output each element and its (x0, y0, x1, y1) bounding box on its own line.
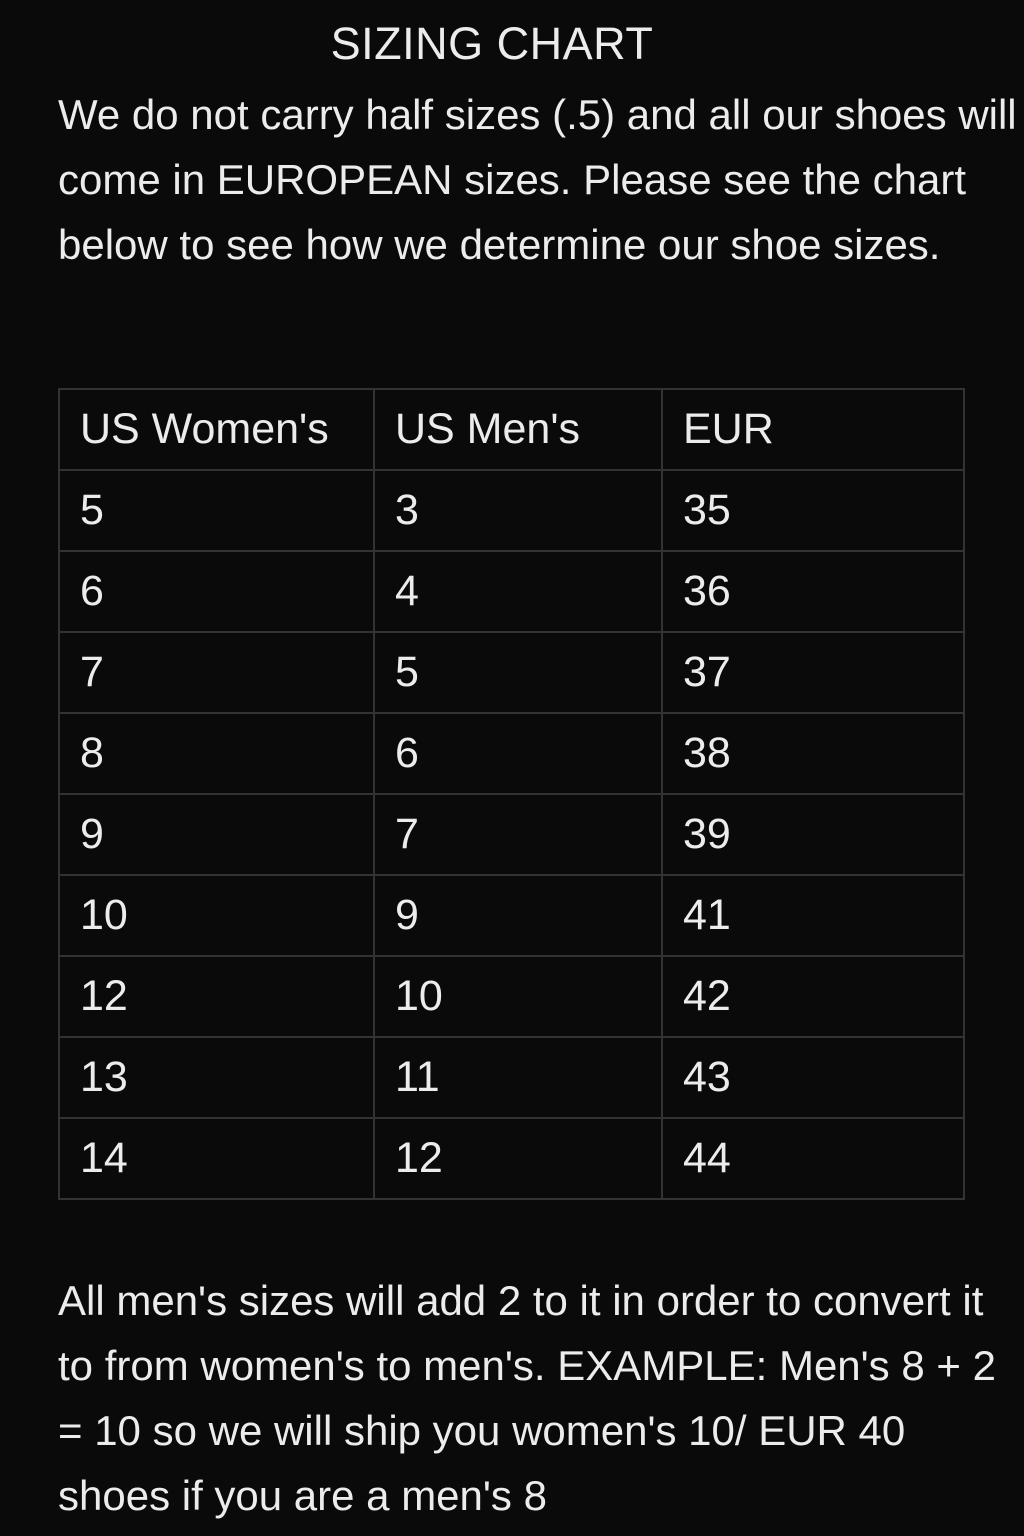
table-row: 5 3 35 (58, 469, 965, 552)
cell-us-mens: 10 (373, 955, 663, 1038)
cell-us-mens: 12 (373, 1117, 663, 1200)
cell-eur: 39 (661, 793, 965, 876)
table-row: 13 11 43 (58, 1036, 965, 1119)
table-row: 10 9 41 (58, 874, 965, 957)
cell-eur: 38 (661, 712, 965, 795)
cell-us-womens: 8 (58, 712, 375, 795)
cell-us-mens: 11 (373, 1036, 663, 1119)
cell-us-womens: 7 (58, 631, 375, 714)
cell-eur: 43 (661, 1036, 965, 1119)
table-row: 12 10 42 (58, 955, 965, 1038)
cell-us-womens: 12 (58, 955, 375, 1038)
cell-eur: 44 (661, 1117, 965, 1200)
cell-us-womens: 6 (58, 550, 375, 633)
conversion-note: All men's sizes will add 2 to it in orde… (58, 1277, 996, 1519)
cell-eur: 42 (661, 955, 965, 1038)
table-row: 9 7 39 (58, 793, 965, 876)
cell-us-womens: 10 (58, 874, 375, 957)
table-row: 8 6 38 (58, 712, 965, 795)
cell-eur: 35 (661, 469, 965, 552)
sizing-table: US Women's US Men's EUR 5 3 35 6 4 36 7 5 37 8 6 38… (58, 388, 965, 1200)
table-row: 6 4 36 (58, 550, 965, 633)
header-us-womens: US Women's (58, 388, 375, 471)
cell-us-mens: 7 (373, 793, 663, 876)
cell-us-mens: 4 (373, 550, 663, 633)
page-title: SIZING CHART (330, 18, 654, 69)
cell-us-womens: 14 (58, 1117, 375, 1200)
table-header-row: US Women's US Men's EUR (58, 388, 965, 471)
cell-us-mens: 6 (373, 712, 663, 795)
header-us-mens: US Men's (373, 388, 663, 471)
table-row: 14 12 44 (58, 1117, 965, 1200)
cell-us-womens: 5 (58, 469, 375, 552)
cell-us-mens: 5 (373, 631, 663, 714)
cell-us-womens: 9 (58, 793, 375, 876)
cell-us-womens: 13 (58, 1036, 375, 1119)
intro-text: We do not carry half sizes (.5) and all … (58, 91, 1017, 268)
header-eur: EUR (661, 388, 965, 471)
table-row: 7 5 37 (58, 631, 965, 714)
cell-us-mens: 3 (373, 469, 663, 552)
cell-us-mens: 9 (373, 874, 663, 957)
cell-eur: 37 (661, 631, 965, 714)
cell-eur: 36 (661, 550, 965, 633)
cell-eur: 41 (661, 874, 965, 957)
